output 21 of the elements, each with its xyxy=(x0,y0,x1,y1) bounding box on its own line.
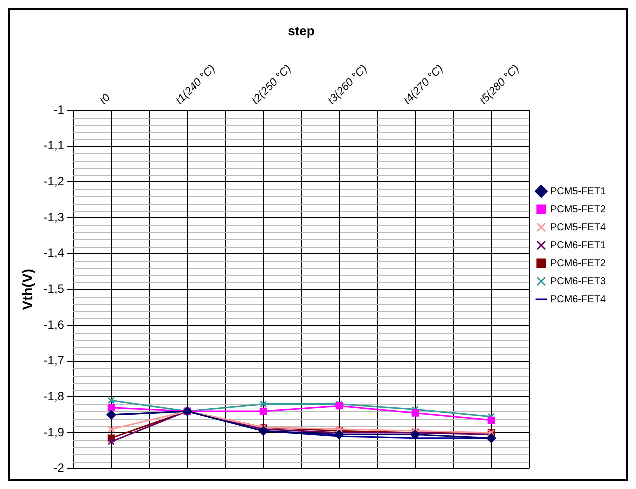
y-tick-label: -1,8 xyxy=(44,389,65,404)
y-tick-label: -1,5 xyxy=(44,282,65,296)
legend-label: PCM5-FET4 xyxy=(550,222,606,234)
y-tick-label: -1,2 xyxy=(44,174,65,188)
y-tick-label: -1,1 xyxy=(44,138,65,153)
y-tick-label: -1 xyxy=(54,102,65,117)
y-tick-label: -2 xyxy=(54,461,65,476)
y-axis-title: Vth(V) xyxy=(19,269,36,310)
legend-label: PCM6-FET3 xyxy=(550,276,606,288)
legend-label: PCM5-FET2 xyxy=(550,204,606,216)
legend-label: PCM6-FET4 xyxy=(550,294,606,306)
y-tick-label: -1,6 xyxy=(44,318,65,332)
legend-label: PCM5-FET1 xyxy=(550,186,606,198)
x-axis-title: step xyxy=(288,23,315,38)
legend-label: PCM6-FET1 xyxy=(550,240,606,252)
x-tick-label: t0 xyxy=(98,91,114,108)
y-tick-label: -1,3 xyxy=(44,210,65,224)
y-tick-label: -1,7 xyxy=(44,354,65,368)
y-tick-label: -1,4 xyxy=(44,246,65,260)
y-tick-label: -1,9 xyxy=(44,425,65,440)
legend-label: PCM6-FET2 xyxy=(550,258,606,270)
